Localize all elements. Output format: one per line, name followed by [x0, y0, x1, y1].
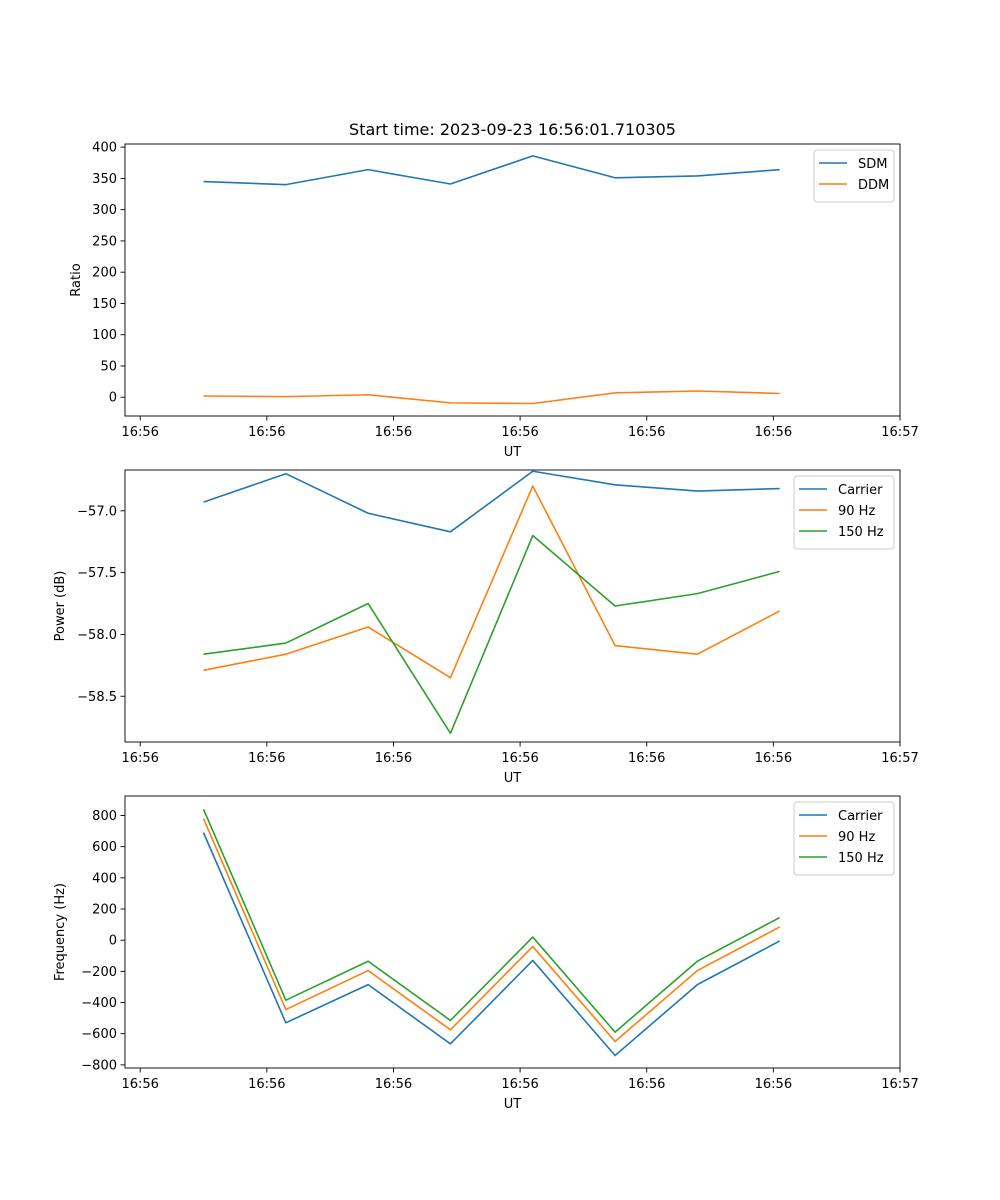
y-tick-label: 600 [92, 840, 117, 855]
series-line-carrier [203, 470, 780, 533]
x-tick-label: 16:56 [628, 751, 665, 766]
y-tick-label: −57.0 [77, 504, 117, 519]
x-tick-label: 16:56 [248, 751, 285, 766]
x-tick-label: 16:56 [248, 425, 285, 440]
y-tick-label: −800 [81, 1058, 117, 1073]
axes-frame [124, 795, 901, 1069]
y-tick-label: 800 [92, 809, 117, 824]
series-line-90-hz [203, 485, 781, 679]
y-tick-label: 300 [92, 203, 117, 218]
x-axis-label: UT [504, 445, 522, 460]
y-tick-label: 100 [92, 328, 117, 343]
x-tick-label: 16:56 [121, 425, 158, 440]
legend-label: SDM [858, 157, 887, 172]
series-line-90-hz [202, 818, 781, 1043]
x-tick-label: 16:56 [755, 1077, 792, 1092]
y-tick-label: −58.5 [77, 690, 117, 705]
power-panel: 16:56 16:56 16:56 16:56 16:56 16:56 16:57 −57.0… [53, 469, 919, 786]
x-tick-label: 16:56 [501, 425, 538, 440]
x-tick-label: 16:56 [375, 425, 412, 440]
x-axis-label: UT [504, 771, 522, 786]
y-axis-label: Frequency (Hz) [53, 883, 68, 981]
x-tick-label: 16:56 [755, 425, 792, 440]
y-tick-label: 400 [92, 871, 117, 886]
series-line-carrier [202, 832, 781, 1057]
axes-frame [124, 469, 901, 743]
legend-label: 90 Hz [838, 830, 875, 845]
x-tick-label: 16:56 [121, 751, 158, 766]
x-axis-label: UT [504, 1097, 522, 1112]
legend-label: 150 Hz [838, 525, 884, 540]
series-line-150-hz [202, 808, 781, 1033]
x-tick-label: 16:56 [248, 1077, 285, 1092]
y-tick-label: 350 [92, 172, 117, 187]
axes-frame [124, 143, 901, 417]
y-tick-label: 250 [92, 234, 117, 249]
y-tick-label: 200 [92, 266, 117, 281]
frequency-panel: 16:56 16:56 16:56 16:56 16:56 16:56 16:57 −800 −… [53, 795, 919, 1112]
y-tick-label: −400 [81, 996, 117, 1011]
y-tick-label: −200 [81, 965, 117, 980]
y-axis-label: Power (dB) [53, 571, 68, 642]
x-tick-label: 16:57 [881, 425, 918, 440]
legend-label: 90 Hz [838, 504, 875, 519]
legend: SDM DDM [813, 149, 895, 203]
series-line-ddm [203, 390, 780, 405]
legend-label: DDM [858, 178, 889, 193]
legend-label: Carrier [838, 483, 883, 498]
y-tick-label: −600 [81, 1027, 117, 1042]
chart-title: Start time: 2023-09-23 16:56:01.710305 [349, 120, 676, 139]
y-tick-label: 400 [92, 141, 117, 156]
y-tick-label: −57.5 [77, 566, 117, 581]
y-tick-label: 0 [109, 391, 117, 406]
x-tick-label: 16:57 [881, 751, 918, 766]
y-tick-label: 200 [92, 903, 117, 918]
y-tick-label: 0 [109, 934, 117, 949]
x-tick-label: 16:56 [628, 1077, 665, 1092]
x-tick-label: 16:56 [375, 1077, 412, 1092]
y-tick-label: 150 [92, 297, 117, 312]
y-axis-label: Ratio [69, 263, 84, 296]
x-tick-label: 16:56 [375, 751, 412, 766]
x-tick-label: 16:56 [121, 1077, 158, 1092]
legend: Carrier 90 Hz 150 Hz [793, 475, 895, 550]
x-tick-label: 16:56 [501, 1077, 538, 1092]
y-tick-label: −58.0 [77, 628, 117, 643]
series-line-sdm [203, 155, 780, 186]
x-tick-label: 16:56 [628, 425, 665, 440]
ratio-panel: Start time: 2023-09-23 16:56:01.710305 1… [69, 120, 919, 460]
x-tick-label: 16:56 [501, 751, 538, 766]
legend-label: 150 Hz [838, 851, 884, 866]
y-tick-label: 50 [100, 359, 117, 374]
series-line-150-hz [203, 534, 780, 735]
x-tick-label: 16:56 [755, 751, 792, 766]
legend-label: Carrier [838, 809, 883, 824]
x-tick-label: 16:57 [881, 1077, 918, 1092]
legend: Carrier 90 Hz 150 Hz [793, 801, 895, 876]
